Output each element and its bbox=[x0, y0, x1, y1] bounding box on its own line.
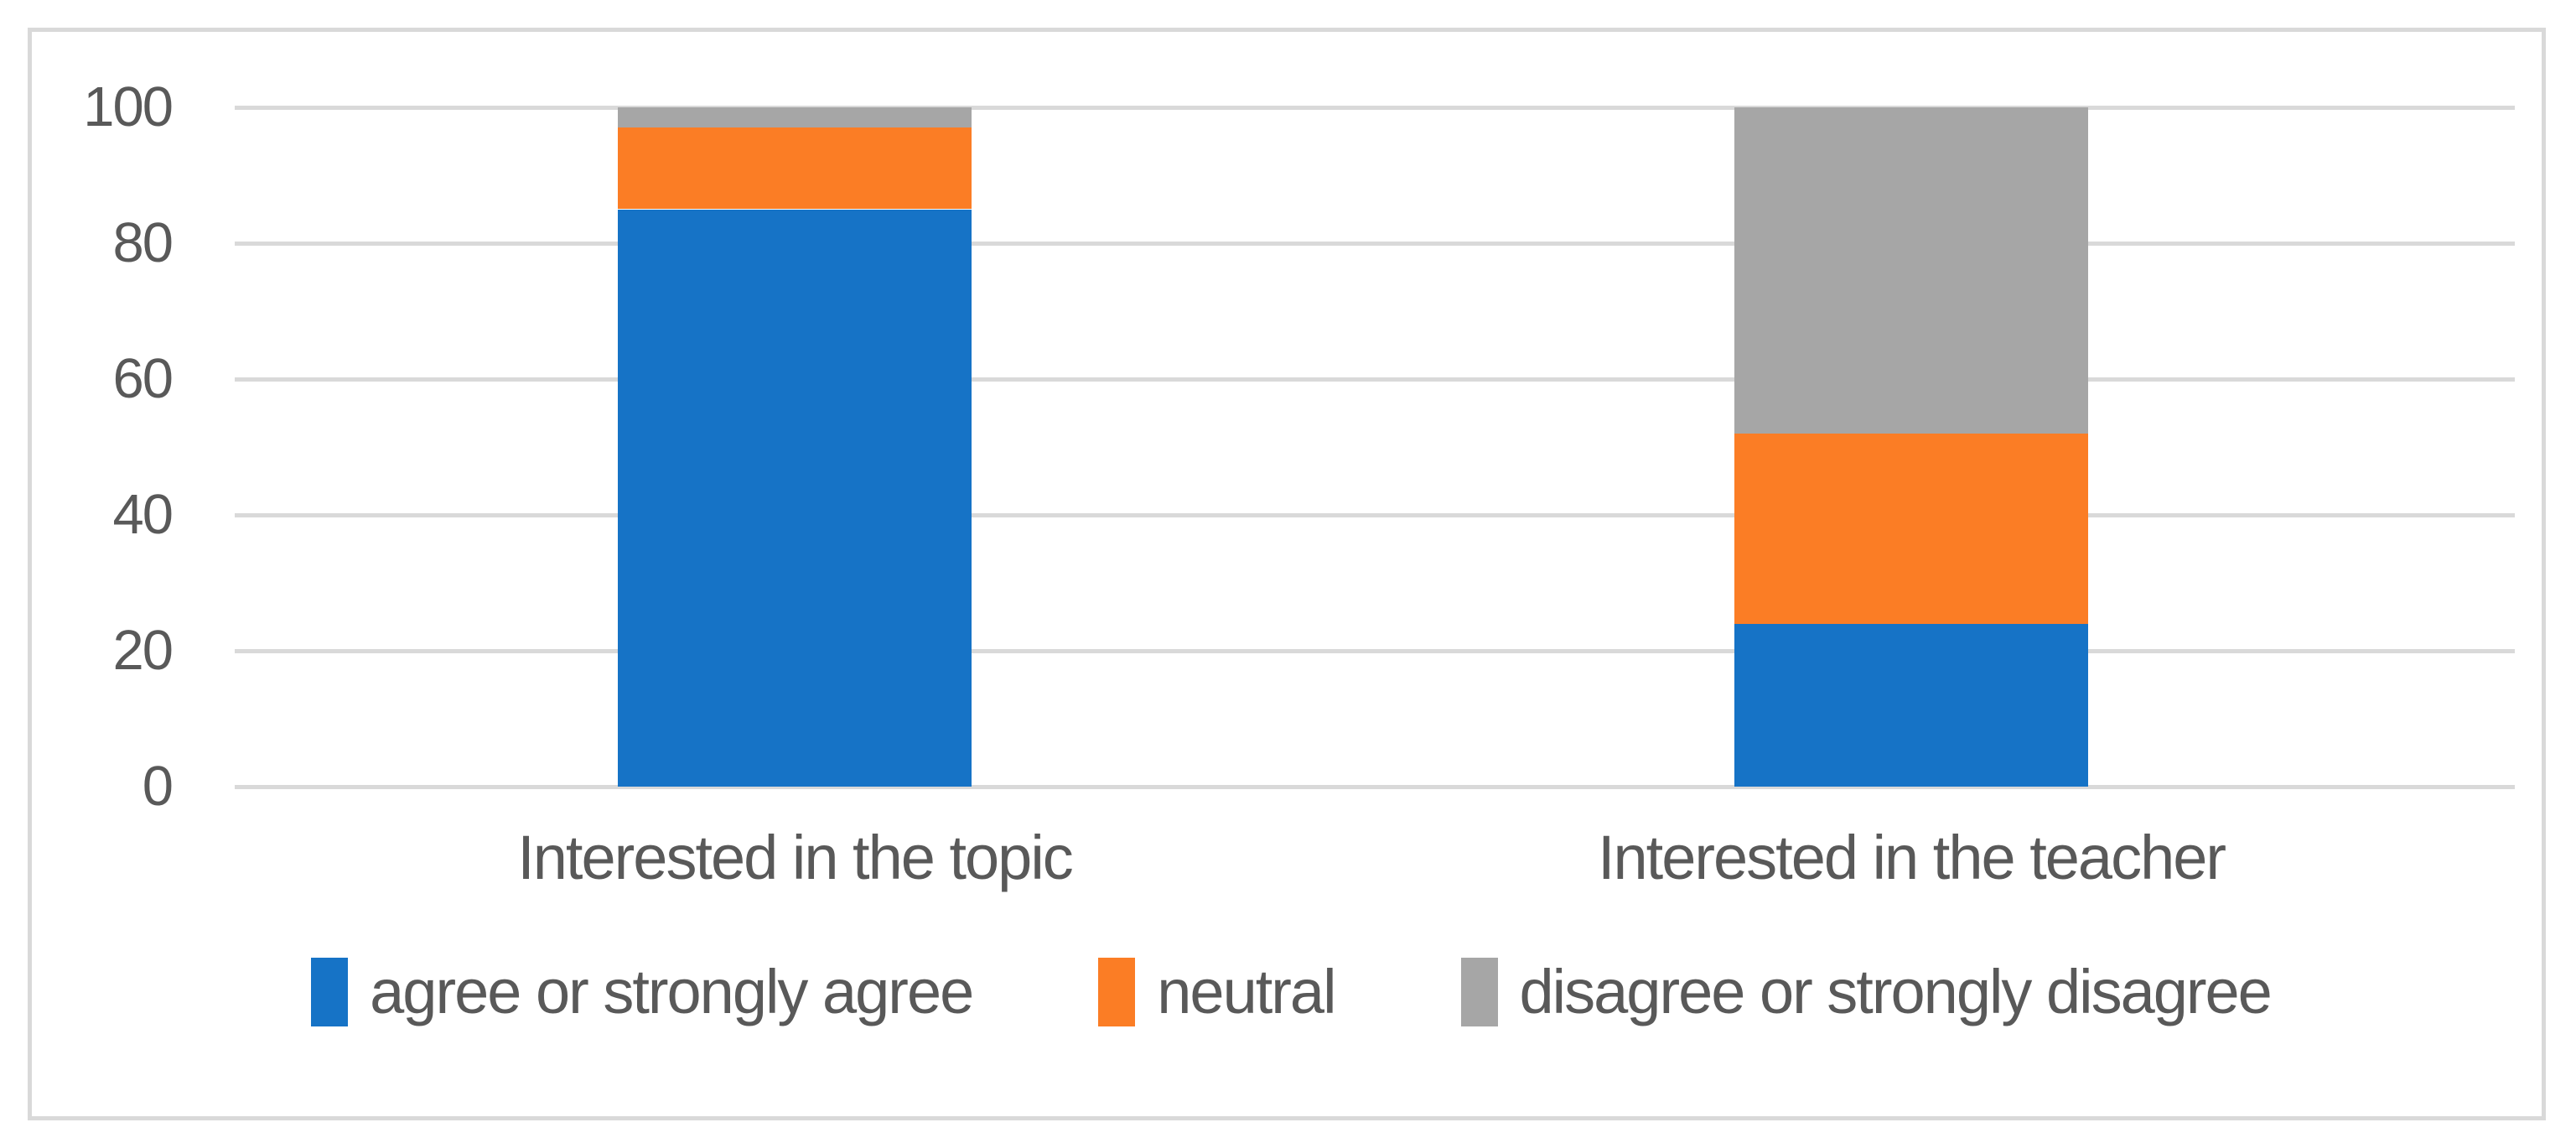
category-label-topic: Interested in the topic bbox=[517, 823, 1074, 892]
y-tick-label-40: 40 bbox=[112, 483, 174, 546]
legend-label: disagree or strongly disagree bbox=[1519, 957, 2273, 1026]
gridline-80 bbox=[235, 242, 2515, 246]
y-tick-label-100: 100 bbox=[83, 75, 174, 138]
bar-segment-topic-disagree bbox=[618, 107, 972, 128]
bar-segment-topic-agree bbox=[618, 209, 972, 787]
gridline-20 bbox=[235, 649, 2515, 653]
bar-segment-teacher-neutral bbox=[1734, 433, 2088, 624]
y-tick-label-0: 0 bbox=[142, 755, 174, 818]
bar-segment-topic-neutral bbox=[618, 127, 972, 210]
gridline-100 bbox=[235, 106, 2515, 110]
bar-segment-teacher-agree bbox=[1734, 623, 2088, 787]
bar-segment-teacher-disagree bbox=[1734, 107, 2088, 434]
y-tick-label-60: 60 bbox=[112, 347, 174, 410]
gridline-0 bbox=[235, 785, 2515, 789]
figure-border bbox=[28, 28, 2546, 1120]
gridline-60 bbox=[235, 377, 2515, 382]
y-tick-label-80: 80 bbox=[112, 211, 174, 274]
legend: agree or strongly agree neutral disagree o… bbox=[36, 956, 2546, 1027]
y-tick-label-20: 20 bbox=[112, 619, 174, 682]
category-label-teacher: Interested in the teacher bbox=[1597, 823, 2226, 892]
legend-label: agree or strongly agree bbox=[370, 957, 974, 1026]
legend-swatch-icon bbox=[1460, 957, 1498, 1026]
legend-item-neutral: neutral bbox=[1098, 956, 1337, 1027]
legend-label: neutral bbox=[1157, 957, 1336, 1026]
legend-item-agree: agree or strongly agree bbox=[311, 956, 974, 1027]
legend-item-disagree: disagree or strongly disagree bbox=[1460, 956, 2273, 1027]
legend-swatch-icon bbox=[311, 957, 349, 1026]
gridline-40 bbox=[235, 513, 2515, 517]
legend-swatch-icon bbox=[1098, 957, 1136, 1026]
